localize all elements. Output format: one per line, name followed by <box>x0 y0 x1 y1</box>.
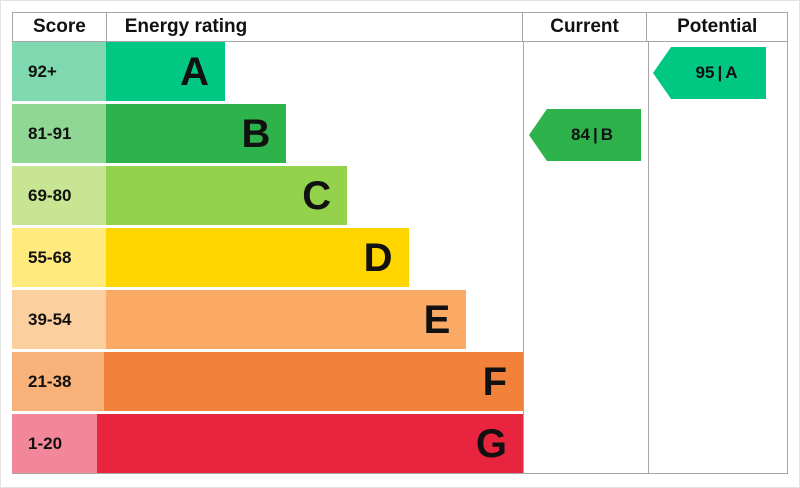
current-letter: B <box>600 125 613 144</box>
potential-header: Potential <box>677 16 758 37</box>
current-score: 84 <box>571 125 590 144</box>
band-row-a: 92+ A <box>12 42 523 101</box>
score-range-b: 81-91 <box>12 104 106 163</box>
rating-bar-f: F <box>104 352 523 411</box>
rating-letter-b: B <box>241 111 271 156</box>
potential-divider: | <box>717 63 723 82</box>
band-row-f: 21-38 F <box>12 352 523 411</box>
potential-arrow: 95 | A <box>653 47 766 99</box>
rating-letter-e: E <box>423 297 451 342</box>
bands-area: 92+ A 81-91 B 69-80 C <box>12 42 523 473</box>
current-arrow: 84 | B <box>529 109 641 161</box>
potential-score: 95 <box>695 63 715 82</box>
current-column: 84 | B <box>523 42 648 473</box>
rating-bar-e: E <box>106 290 467 349</box>
rating-bar-g: G <box>96 414 523 473</box>
potential-letter: A <box>725 63 738 82</box>
rating-bar-c: C <box>106 166 348 225</box>
rating-bar-a: A <box>106 42 226 101</box>
rating-letter-a: A <box>180 49 210 94</box>
score-range-g: 1-20 <box>12 414 97 473</box>
potential-column: 95 | A <box>648 42 788 473</box>
epc-table: Score Energy rating Current Potential 92… <box>12 12 788 474</box>
energy-rating-header: Energy rating <box>107 13 523 41</box>
current-header: Current <box>523 13 648 41</box>
score-header: Score <box>13 13 107 41</box>
current-divider: | <box>592 125 598 144</box>
rating-letter-c: C <box>302 173 332 218</box>
chart-body: 92+ A 81-91 B 69-80 C <box>12 42 788 474</box>
rating-letter-f: F <box>482 359 507 404</box>
band-row-c: 69-80 C <box>12 166 523 225</box>
score-range-d: 55-68 <box>12 228 106 287</box>
rating-letter-d: D <box>363 235 393 280</box>
score-range-f: 21-38 <box>12 352 105 411</box>
header-row: Score Energy rating Current Potential <box>12 12 788 42</box>
rating-bar-d: D <box>106 228 409 287</box>
band-row-d: 55-68 D <box>12 228 523 287</box>
score-range-e: 39-54 <box>12 290 106 349</box>
band-row-e: 39-54 E <box>12 290 523 349</box>
score-range-c: 69-80 <box>12 166 106 225</box>
rating-letter-g: G <box>475 421 507 466</box>
band-row-b: 81-91 B <box>12 104 523 163</box>
band-row-g: 1-20 G <box>12 414 523 473</box>
rating-bar-b: B <box>106 104 287 163</box>
score-range-a: 92+ <box>12 42 106 101</box>
